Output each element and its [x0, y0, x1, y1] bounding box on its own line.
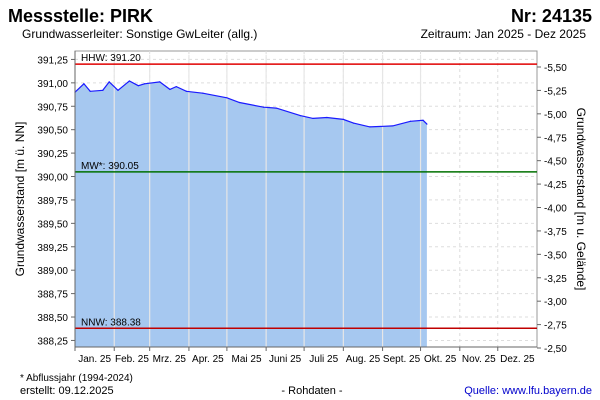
y-right-tick-label: -5,25 [544, 86, 567, 97]
y-right-tick-label: -2,50 [544, 344, 567, 355]
chart-title: Messstelle: PIRK [8, 6, 153, 26]
x-tick-label: Mrz. 25 [153, 354, 187, 365]
data-point [392, 125, 394, 127]
period-subtitle: Zeitraum: Jan 2025 - Dez 2025 [421, 27, 587, 41]
data-point [185, 90, 187, 92]
data-point [117, 89, 119, 91]
data-point [312, 117, 314, 120]
x-tick-label: Apr. 25 [192, 354, 224, 365]
y-tick-label: 391,00 [37, 79, 68, 90]
data-point [422, 119, 424, 121]
x-tick-label: Jan. 25 [78, 354, 111, 365]
data-point [169, 88, 171, 91]
y-tick-label: 390,00 [37, 173, 68, 184]
y-right-tick-label: -4,25 [544, 180, 567, 191]
y-axis-label: Grundwasserstand [m ü. NN] [13, 122, 27, 277]
y-right-tick-label: -4,75 [544, 133, 567, 144]
footnote: * Abflussjahr (1994-2024) [20, 373, 133, 384]
data-point [175, 85, 177, 88]
series-area [75, 81, 427, 347]
data-point [137, 85, 139, 87]
data-point [409, 120, 412, 122]
series-line [74, 80, 428, 128]
y-tick-label: 389,50 [37, 219, 68, 230]
y-tick-label: 390,25 [37, 149, 68, 160]
data-point [102, 89, 104, 91]
data-point [342, 118, 344, 120]
data-point [275, 107, 277, 109]
x-tick-label: Feb. 25 [115, 354, 149, 365]
x-tick-label: Juli 25 [309, 354, 338, 365]
data-point [159, 81, 161, 83]
data-point [226, 97, 228, 99]
data-point [238, 101, 241, 104]
data-point [262, 106, 265, 108]
y-right-tick-label: -3,25 [544, 274, 567, 285]
created-date: erstellt: 09.12.2025 [20, 385, 114, 397]
x-tick-label: Okt. 25 [424, 354, 457, 365]
y-tick-label: 388,50 [37, 313, 68, 324]
y-tick-label: 389,00 [37, 266, 68, 277]
data-point [144, 83, 146, 85]
data-point [89, 90, 91, 92]
data-point [352, 122, 355, 124]
x-tick-label: Dez. 25 [500, 354, 535, 365]
aquifer-subtitle: Grundwasserleiter: Sonstige GwLeiter (al… [22, 27, 257, 41]
source-link[interactable]: Quelle: www.lfu.bayern.de [464, 385, 592, 397]
y-right-tick-label: -5,00 [544, 110, 567, 121]
data-point [83, 83, 85, 85]
x-tick-label: Sept. 25 [383, 354, 421, 365]
x-tick-label: Aug. 25 [346, 354, 381, 365]
y-tick-label: 389,25 [37, 243, 68, 254]
y-tick-label: 388,75 [37, 290, 68, 301]
data-point [108, 81, 110, 83]
y-right-tick-label: -2,75 [544, 321, 567, 332]
x-tick-label: Juni 25 [269, 354, 302, 365]
y-right-tick-label: -4,00 [544, 204, 567, 215]
data-point [128, 80, 131, 82]
y-right-tick-label: -3,50 [544, 250, 567, 261]
y-tick-label: 389,75 [37, 196, 68, 207]
y-tick-label: 390,50 [37, 126, 68, 137]
data-point [326, 116, 328, 119]
reference-label: HHW: 391.20 [81, 53, 141, 64]
y-tick-label: 390,75 [37, 102, 68, 113]
data-point [299, 115, 301, 117]
y-tick-label: 388,25 [37, 336, 68, 347]
reference-label: MW*: 390.05 [81, 161, 139, 172]
y-tick-label: 391,25 [37, 55, 68, 66]
reference-label: NNW: 388.38 [81, 317, 141, 328]
data-point [369, 126, 371, 128]
raw-data-note: - Rohdaten - [281, 385, 342, 397]
y-right-tick-label: -3,75 [544, 227, 567, 238]
x-tick-label: Mai 25 [232, 354, 262, 365]
y-right-tick-label: -5,50 [544, 63, 567, 74]
y-right-tick-label: -3,00 [544, 297, 567, 308]
station-number: Nr: 24135 [511, 6, 592, 26]
y-right-tick-label: -4,50 [544, 157, 567, 168]
x-tick-label: Nov. 25 [462, 354, 496, 365]
data-point [202, 92, 204, 94]
y-axis-right-label: Grundwasserstand [m u. Gelände] [574, 108, 588, 291]
data-point [426, 123, 428, 125]
plot-area: 391,25 391,00 390,75 390,50 390,25 390,00 389,… [37, 50, 567, 365]
